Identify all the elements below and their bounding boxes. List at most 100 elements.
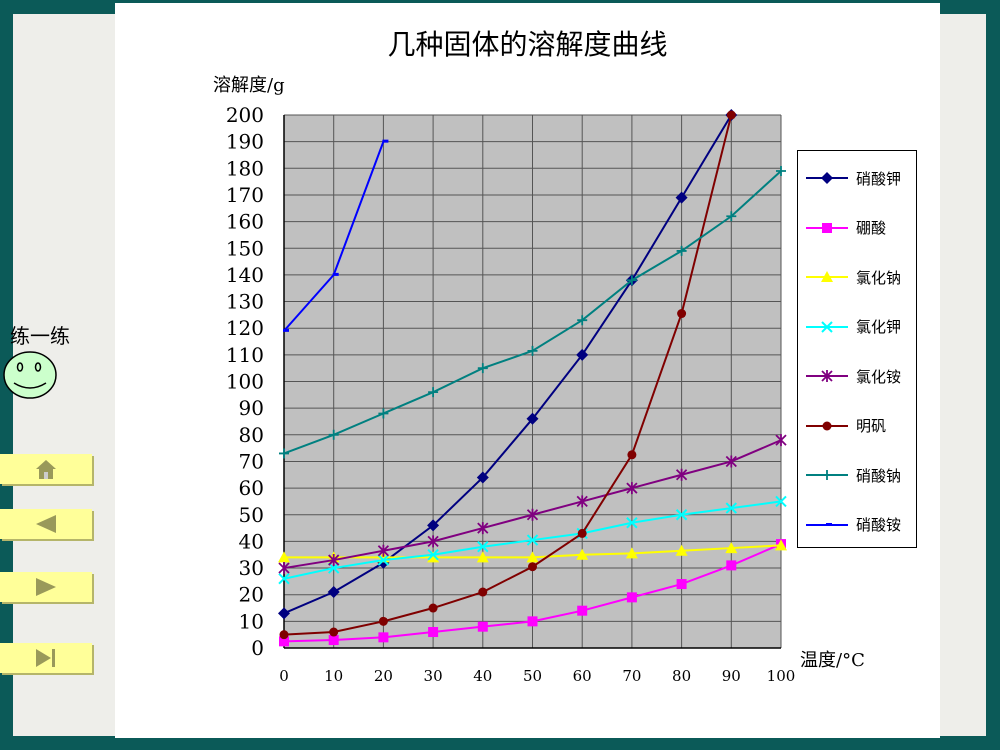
data-point	[427, 535, 439, 548]
series-6	[279, 165, 786, 459]
y-tick-label: 190	[226, 130, 264, 154]
data-point	[476, 471, 489, 484]
y-tick-label: 200	[226, 103, 264, 127]
data-point	[327, 562, 340, 574]
x-tick-label: 70	[622, 667, 641, 685]
legend-marker	[821, 271, 833, 282]
home-button[interactable]	[0, 454, 92, 484]
data-point	[328, 554, 340, 567]
series-1	[279, 539, 786, 647]
x-axis-label: 温度/°C	[800, 650, 865, 671]
home-icon	[36, 460, 56, 479]
data-point	[478, 587, 488, 597]
data-point	[577, 528, 587, 538]
data-point	[677, 309, 687, 319]
data-point	[626, 592, 637, 603]
data-point	[725, 455, 737, 468]
data-point	[278, 562, 290, 575]
last-button[interactable]	[0, 643, 92, 673]
data-point	[328, 429, 339, 440]
x-tick-label: 60	[573, 667, 592, 685]
data-point	[378, 632, 389, 643]
data-point	[526, 534, 539, 546]
y-tick-label: 160	[226, 210, 264, 234]
series-5	[279, 110, 736, 640]
legend-item: 硝酸钠	[798, 465, 901, 485]
practice-label: 练一练	[10, 324, 70, 348]
data-point	[725, 502, 738, 514]
legend-label: 硼酸	[856, 219, 887, 237]
data-point	[428, 387, 439, 398]
y-tick-label: 150	[226, 236, 264, 260]
data-point	[476, 551, 489, 563]
data-point	[576, 495, 588, 508]
chart-title: 几种固体的溶解度曲线	[387, 28, 668, 61]
data-point	[576, 348, 589, 361]
data-point	[526, 551, 539, 563]
legend-swatch	[806, 320, 848, 333]
data-point	[726, 211, 737, 222]
legend-marker	[821, 320, 833, 333]
legend-item: 硝酸钾	[798, 168, 901, 188]
legend-marker	[826, 522, 832, 526]
data-point	[428, 603, 438, 613]
data-point	[675, 544, 688, 556]
legend-label: 明矾	[856, 417, 887, 435]
data-point	[675, 191, 688, 204]
data-point	[377, 554, 390, 566]
legend-item: 氯化铵	[798, 366, 901, 386]
y-tick-label: 110	[226, 343, 264, 367]
data-point	[477, 363, 488, 374]
x-tick-label: 10	[324, 667, 343, 685]
data-point	[427, 519, 440, 532]
data-point	[527, 345, 538, 356]
y-tick-label: 0	[251, 636, 264, 660]
legend-item: 氯化钠	[798, 267, 901, 287]
data-point	[577, 605, 588, 616]
legend-item: 氯化钾	[798, 317, 901, 337]
y-tick-label: 80	[239, 423, 264, 447]
legend-label: 氯化钾	[856, 318, 902, 336]
x-tick-label: 90	[722, 667, 741, 685]
data-point	[329, 627, 339, 637]
data-point	[626, 517, 638, 529]
data-point	[278, 607, 290, 620]
data-point	[382, 139, 389, 143]
y-tick-label: 70	[239, 449, 264, 473]
data-point	[627, 450, 637, 460]
data-point	[775, 434, 787, 447]
previous-button[interactable]	[0, 509, 92, 539]
y-tick-label: 170	[226, 183, 264, 207]
y-tick-label: 100	[226, 370, 264, 394]
data-point	[726, 560, 737, 571]
data-point	[676, 579, 687, 590]
next-button[interactable]	[0, 572, 92, 602]
y-tick-label: 140	[226, 263, 264, 287]
data-point	[477, 522, 489, 535]
data-point	[378, 616, 388, 626]
legend-label: 氯化钠	[856, 268, 902, 287]
smiley-icon[interactable]	[2, 350, 58, 402]
y-tick-label: 90	[239, 396, 264, 420]
data-point	[477, 541, 489, 553]
legend-label: 硝酸铵	[856, 516, 902, 534]
data-point	[377, 544, 390, 557]
series-line	[283, 114, 733, 615]
legend: 硝酸钾硼酸氯化钠氯化钾氯化铵明矾硝酸钠硝酸铵	[797, 150, 917, 548]
legend-marker	[822, 421, 832, 430]
data-point	[675, 468, 688, 481]
series-3	[278, 495, 787, 585]
data-point	[626, 275, 637, 286]
y-tick-label: 130	[226, 290, 264, 314]
x-tick-label: 40	[473, 667, 492, 685]
data-point	[283, 328, 289, 332]
data-point	[278, 573, 290, 585]
data-point	[675, 509, 688, 521]
x-tick-label: 0	[279, 667, 289, 685]
legend-marker	[822, 222, 832, 233]
data-point	[676, 245, 687, 256]
data-point	[527, 616, 538, 627]
legend-marker	[822, 470, 832, 480]
data-point	[776, 165, 786, 176]
